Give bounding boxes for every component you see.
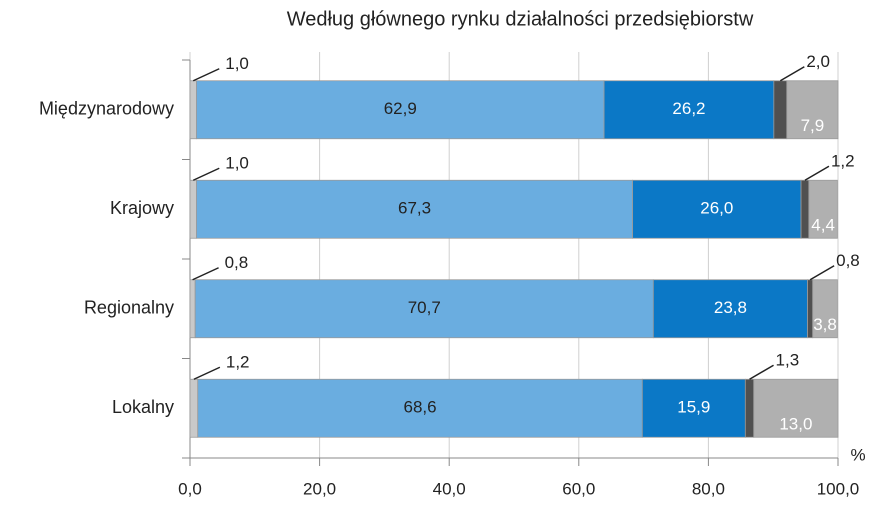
value-label: 7,9 bbox=[801, 116, 825, 135]
bar-segment bbox=[603, 80, 775, 140]
leader-line bbox=[192, 267, 219, 281]
x-tick-label: 0,0 bbox=[178, 479, 202, 498]
bar-segment bbox=[812, 279, 838, 339]
bar-segment bbox=[197, 378, 643, 438]
value-label: 67,3 bbox=[398, 199, 431, 218]
y-tick-label: Lokalny bbox=[112, 397, 174, 417]
bar-segment bbox=[632, 179, 802, 239]
bar-segment bbox=[808, 179, 838, 239]
value-label: 1,2 bbox=[831, 152, 855, 171]
bar-segment bbox=[800, 179, 810, 239]
x-tick-label: 100,0 bbox=[817, 479, 860, 498]
value-label: 23,8 bbox=[714, 298, 747, 317]
bar-segment bbox=[189, 378, 199, 438]
bar-segment bbox=[786, 80, 839, 140]
value-label: 26,0 bbox=[700, 199, 733, 218]
value-label: 15,9 bbox=[677, 398, 710, 417]
bar-segment bbox=[807, 279, 814, 339]
value-label: 1,0 bbox=[225, 154, 249, 173]
y-tick-label: Regionalny bbox=[84, 298, 174, 318]
bar-segment bbox=[196, 80, 605, 140]
leader-line bbox=[193, 366, 221, 380]
value-label: 1,2 bbox=[226, 353, 250, 372]
value-label: 1,0 bbox=[225, 54, 249, 73]
y-tick-label: Krajowy bbox=[110, 198, 174, 218]
value-label: 70,7 bbox=[408, 298, 441, 317]
value-label: 4,4 bbox=[811, 216, 835, 235]
leader-line bbox=[809, 265, 835, 281]
leader-line bbox=[804, 165, 830, 181]
value-label: 1,3 bbox=[776, 351, 800, 370]
chart-subtitle: Według głównego rynku działalności przed… bbox=[287, 8, 754, 30]
leader-line bbox=[192, 167, 220, 181]
bar-segment bbox=[189, 80, 197, 140]
value-label: 68,6 bbox=[403, 398, 436, 417]
x-tick-label: 40,0 bbox=[433, 479, 466, 498]
x-tick-label: 20,0 bbox=[303, 479, 336, 498]
value-label: 62,9 bbox=[384, 99, 417, 118]
x-unit: % bbox=[850, 445, 865, 464]
value-label: 13,0 bbox=[779, 415, 812, 434]
bar-segment bbox=[196, 179, 633, 239]
value-label: 26,2 bbox=[672, 99, 705, 118]
bar-segment bbox=[744, 378, 755, 438]
y-tick-label: Międzynarodowy bbox=[39, 99, 174, 119]
value-label: 3,8 bbox=[813, 315, 837, 334]
bar-segment bbox=[652, 279, 808, 339]
bar-segment bbox=[753, 378, 839, 438]
bar-segment bbox=[189, 279, 196, 339]
x-tick-label: 60,0 bbox=[562, 479, 595, 498]
bar-segment bbox=[189, 179, 197, 239]
value-label: 0,8 bbox=[225, 253, 249, 272]
bar-segment bbox=[194, 279, 654, 339]
value-label: 0,8 bbox=[836, 251, 860, 270]
x-tick-label: 80,0 bbox=[692, 479, 725, 498]
leader-line bbox=[779, 66, 805, 82]
leader-line bbox=[192, 68, 220, 82]
bar-segment bbox=[641, 378, 746, 438]
leader-line bbox=[749, 364, 774, 380]
bar-segment bbox=[773, 80, 788, 140]
value-label: 2,0 bbox=[806, 52, 830, 71]
